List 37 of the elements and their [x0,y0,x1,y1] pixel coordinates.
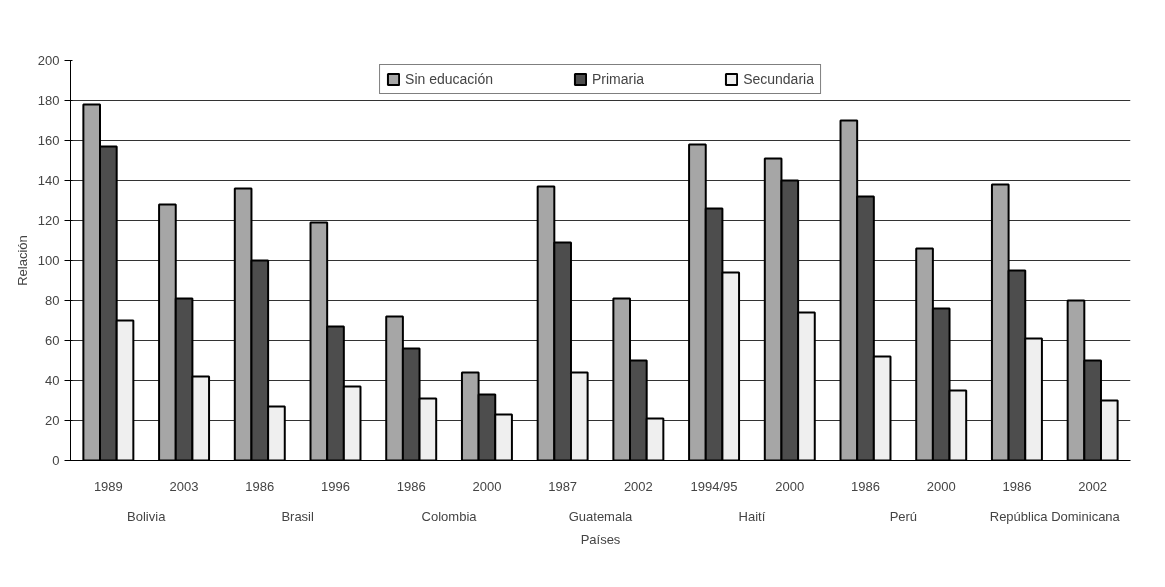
text: Colombia [421,508,478,524]
x-tick-label: 2000 [926,478,956,494]
x-tick-label: 1986 [396,478,426,494]
y-tick-label: 0 [52,453,60,468]
text: Perú [889,508,918,524]
x-axis-title: Países [580,531,621,547]
text: Brasil [281,508,315,524]
x-tick-label: 2000 [775,478,805,494]
y-tick-label: 80 [45,293,60,308]
x-tick-label: 1989 [93,478,123,494]
y-tick-label: 160 [37,133,60,148]
text: República Dominicana [989,508,1121,524]
x-tick-label: 1986 [1002,478,1032,494]
x-tick-label: 2003 [169,478,199,494]
x-tick-label: 1994/95 [690,478,738,494]
y-tick-label: 40 [45,373,60,388]
x-tick-label: 1986 [245,478,275,494]
x-tick-label: 2000 [472,478,502,494]
legend-label: Secundaria [743,71,814,87]
x-tick-label: 2002 [1078,478,1108,494]
y-axis-title: Relación [14,235,30,286]
text: Bolivia [127,508,167,524]
x-tick-label: 1987 [548,478,578,494]
y-tick-label: 100 [37,253,60,268]
y-tick-label: 200 [37,53,60,68]
y-tick-label: 120 [37,213,60,228]
text: Haití [738,508,766,524]
x-tick-label: 1986 [851,478,880,494]
y-tick-label: 60 [45,333,60,348]
x-tick-label: 1996 [321,478,350,494]
legend-label: Sin educación [405,71,493,87]
legend-label: Primaria [592,71,645,87]
y-tick-label: 20 [45,413,60,428]
x-tick-label: 2002 [623,478,653,494]
y-tick-label: 140 [37,173,60,188]
y-tick-label: 180 [37,93,60,108]
text: Guatemala [568,508,634,524]
